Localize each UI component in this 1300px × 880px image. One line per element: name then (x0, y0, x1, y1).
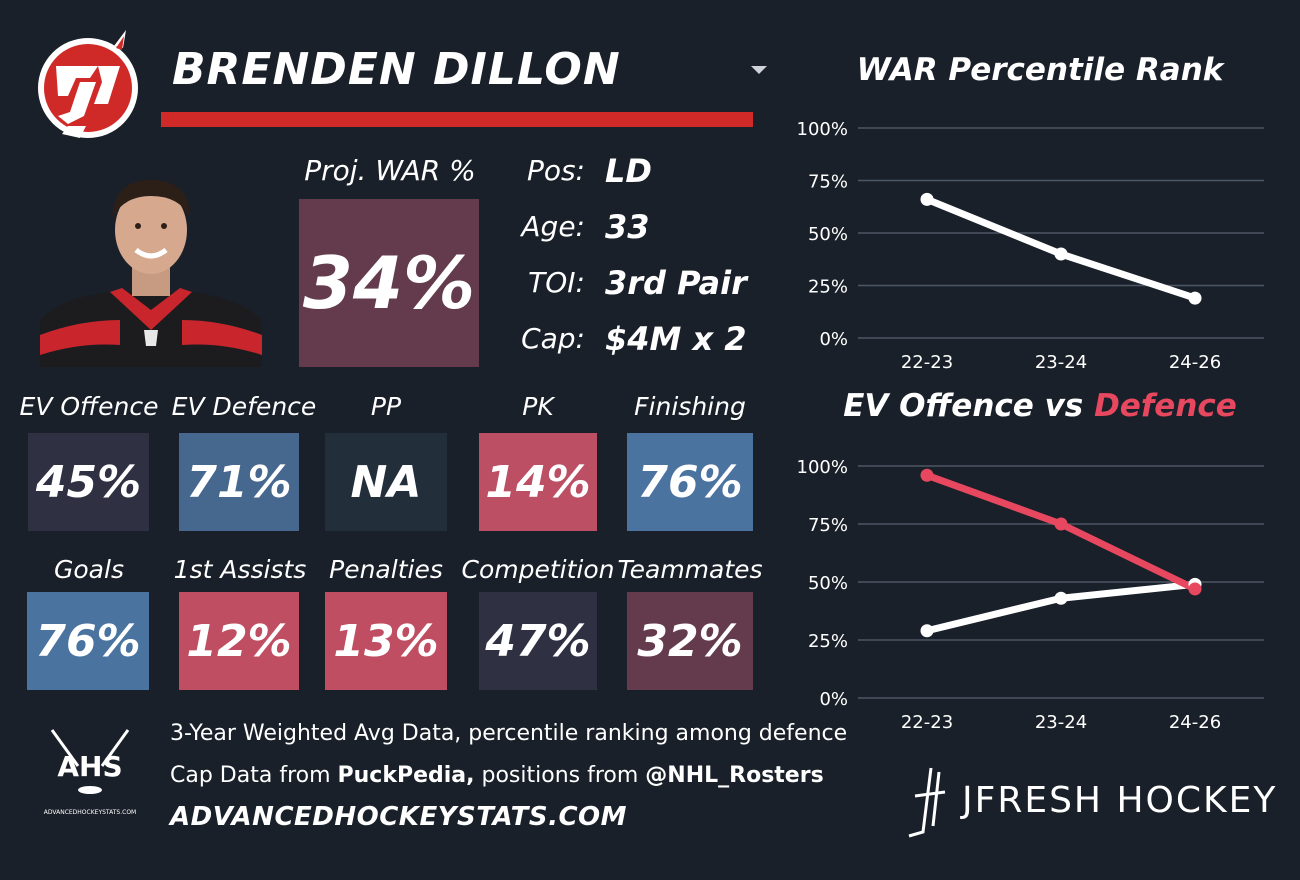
chart1-ytick-label: 50% (808, 224, 848, 245)
chart1-xtick-label: 24-26 (1169, 352, 1221, 373)
chart2-series-1-point (1188, 582, 1202, 596)
stat-label-pp: PP (370, 392, 402, 421)
footer-line-1: 3-Year Weighted Avg Data, percentile ran… (170, 721, 848, 746)
site-url[interactable]: ADVANCEDHOCKEYSTATS.COM (170, 802, 628, 832)
chart2-xtick-label: 24-26 (1169, 712, 1221, 733)
stat-label-teammates: Teammates (617, 555, 763, 584)
chart1-series-0-point (1054, 247, 1068, 261)
stat-tile-ev-defence: 71% (179, 433, 299, 531)
chart2-ytick-label: 50% (808, 573, 848, 594)
stat-tile-finishing: 76% (627, 433, 753, 531)
jfresh-stick-logo (908, 767, 946, 838)
stat-tile-ev-offence: 45% (28, 433, 149, 531)
stat-tile-competition: 47% (479, 592, 597, 690)
proj-war-label: Proj. WAR % (304, 154, 476, 187)
footer-line-2-prefix: Cap Data from (170, 763, 338, 788)
stat-tile-1st-assists: 12% (179, 592, 299, 690)
chart2-ytick-label: 75% (808, 515, 848, 536)
chart2-series-0-point (1054, 591, 1068, 605)
ev-offence-defence-chart: 0% 25% 50% 75% 100% 22-23 23-24 24-26 (797, 457, 1264, 733)
footer-line-2-middle: positions from (474, 763, 646, 788)
chart1-series-0-point (920, 192, 934, 206)
chart1-ytick-label: 0% (819, 329, 848, 350)
cap-value: $4M x 2 (605, 320, 747, 358)
stat-label-competition: Competition (461, 555, 615, 584)
chart2-ytick-label: 0% (819, 689, 848, 710)
pos-label: Pos: (526, 154, 585, 187)
stat-label-pk: PK (522, 392, 554, 421)
cap-label: Cap: (521, 322, 585, 355)
team-logo-icon (38, 30, 138, 138)
chart1-series-0-point (1188, 291, 1202, 305)
chart2-ytick-label: 25% (808, 631, 848, 652)
chart2-series-1-point (1054, 517, 1068, 531)
proj-war-value: 34% (299, 199, 479, 367)
chart2-series-1-point (920, 468, 934, 482)
ahs-logo-small-text: ADVANCEDHOCKEYSTATS.COM (44, 809, 136, 816)
stat-label-finishing: Finishing (634, 392, 746, 421)
ahs-logo: AHS ADVANCEDHOCKEYSTATS.COM (44, 729, 136, 816)
player-headshot (40, 180, 262, 367)
age-label: Age: (521, 210, 585, 243)
stat-tile-teammates: 32% (627, 592, 753, 690)
stat-label-penalties: Penalties (329, 555, 443, 584)
player-name: BRENDEN DILLON (172, 44, 621, 95)
brand-name: JFRESH HOCKEY (962, 780, 1278, 821)
chart1-xtick-label: 22-23 (901, 352, 953, 373)
chart1-ytick-label: 25% (808, 277, 848, 298)
nhl-rosters-link[interactable]: @NHL_Rosters (645, 763, 824, 788)
chart1-xtick-label: 23-24 (1035, 352, 1087, 373)
chart1-ytick-label: 75% (808, 172, 848, 193)
pos-value: LD (605, 152, 652, 190)
chart2-series-1-line (923, 471, 1199, 593)
chart2-ytick-label: 100% (797, 457, 848, 478)
stat-tile-pp: NA (325, 433, 447, 531)
ahs-logo-text: AHS (57, 750, 122, 783)
chart2-xtick-label: 23-24 (1035, 712, 1087, 733)
toi-label: TOI: (528, 266, 585, 299)
stat-label-1st-assists: 1st Assists (173, 555, 307, 584)
chart-2-title-part1: EV Offence vs (843, 388, 1095, 424)
puckpedia-link[interactable]: PuckPedia, (337, 763, 475, 788)
chart1-ytick-label: 100% (797, 119, 848, 140)
stat-label-ev-offence: EV Offence (19, 392, 159, 421)
chart-2-title-part2: Defence (1094, 388, 1237, 424)
chart-2-title: EV Offence vs Defence (800, 388, 1280, 424)
stat-tile-penalties: 13% (325, 592, 447, 690)
stat-label-goals: Goals (54, 555, 124, 584)
chart2-series-0-line (923, 580, 1199, 635)
footer-line-2: Cap Data from PuckPedia, positions from … (170, 763, 824, 788)
war-percentile-chart: 0% 25% 50% 75% 100% 22-23 23-24 24-26 (797, 119, 1264, 373)
chart-1-title: WAR Percentile Rank (856, 52, 1224, 88)
name-underline-bar (161, 112, 753, 127)
stat-label-ev-defence: EV Defence (171, 392, 317, 421)
caret-down-icon[interactable] (750, 64, 768, 76)
toi-value: 3rd Pair (605, 264, 747, 302)
chart2-xtick-label: 22-23 (901, 712, 953, 733)
stat-tile-pk: 14% (479, 433, 597, 531)
age-value: 33 (605, 208, 650, 246)
stat-tile-goals: 76% (27, 592, 149, 690)
chart2-series-0-point (920, 624, 934, 638)
